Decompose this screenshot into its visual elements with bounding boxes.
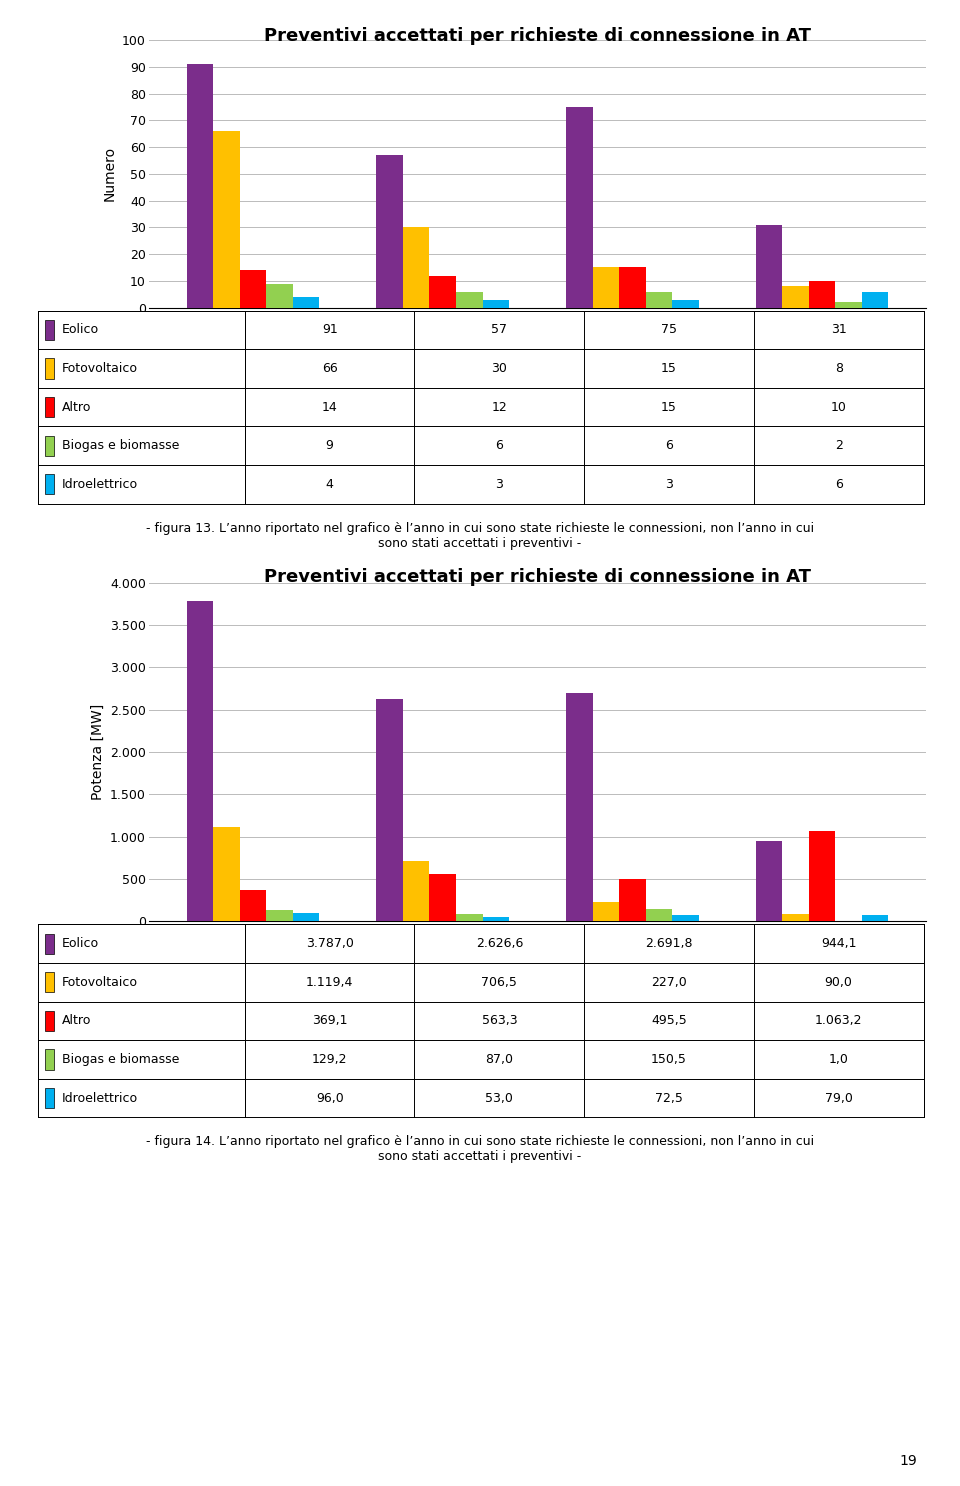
Text: 53,0: 53,0 [486,1092,514,1104]
Text: Eolico: Eolico [61,938,99,950]
Text: 6: 6 [495,440,503,452]
Text: 6: 6 [835,478,843,490]
Bar [566,694,592,921]
Bar [213,131,240,308]
Bar [646,291,672,308]
Bar [782,287,809,308]
Bar [619,880,646,921]
Text: Fotovoltaico: Fotovoltaico [61,363,138,374]
Text: 129,2: 129,2 [312,1054,348,1065]
Bar [619,267,646,308]
Bar [835,302,862,308]
Bar [429,874,456,921]
Bar [456,914,483,921]
Bar [376,155,403,308]
Bar [756,224,782,308]
Bar [376,698,403,921]
Text: 10: 10 [830,401,847,413]
Text: 9: 9 [325,440,333,452]
Text: 96,0: 96,0 [316,1092,344,1104]
Text: 706,5: 706,5 [481,976,517,988]
Bar [429,275,456,308]
Bar [809,281,835,308]
Text: 944,1: 944,1 [821,938,856,950]
Text: Fotovoltaico: Fotovoltaico [61,976,138,988]
Text: 72,5: 72,5 [655,1092,683,1104]
Text: 30: 30 [492,363,507,374]
Bar [862,291,888,308]
Text: Altro: Altro [61,1015,91,1027]
Bar [240,270,266,308]
Text: Biogas e biomasse: Biogas e biomasse [61,1054,180,1065]
Text: 495,5: 495,5 [651,1015,686,1027]
Text: 2.691,8: 2.691,8 [645,938,693,950]
Bar [646,908,672,921]
Text: 4: 4 [325,478,333,490]
Text: 19: 19 [900,1455,917,1468]
Text: 66: 66 [322,363,338,374]
Text: 31: 31 [830,324,847,336]
Text: - figura 13. L’anno riportato nel grafico è l’anno in cui sono state richieste l: - figura 13. L’anno riportato nel grafic… [146,522,814,550]
Bar [592,902,619,921]
Text: Preventivi accettati per richieste di connessione in AT: Preventivi accettati per richieste di co… [264,27,811,45]
Text: 15: 15 [661,401,677,413]
Text: 12: 12 [492,401,507,413]
Bar [266,284,293,308]
Text: 1.063,2: 1.063,2 [815,1015,862,1027]
Text: 369,1: 369,1 [312,1015,348,1027]
Bar [756,841,782,921]
Bar [782,914,809,921]
Bar [672,915,699,921]
Text: 90,0: 90,0 [825,976,852,988]
Bar [187,600,213,921]
Y-axis label: Numero: Numero [103,146,116,202]
Bar [456,291,483,308]
Bar [566,107,592,308]
Bar [403,862,429,921]
Text: 87,0: 87,0 [486,1054,514,1065]
Y-axis label: Potenza [MW]: Potenza [MW] [90,704,105,799]
Bar [483,917,509,921]
Text: Preventivi accettati per richieste di connessione in AT: Preventivi accettati per richieste di co… [264,568,811,585]
Bar [483,300,509,308]
Text: 2: 2 [835,440,843,452]
Text: 227,0: 227,0 [651,976,686,988]
Bar [266,911,293,921]
Text: Altro: Altro [61,401,91,413]
Bar [672,300,699,308]
Text: 1,0: 1,0 [828,1054,849,1065]
Text: 14: 14 [322,401,338,413]
Text: 1.119,4: 1.119,4 [306,976,353,988]
Text: 8: 8 [834,363,843,374]
Bar [187,64,213,308]
Bar [809,831,835,921]
Text: 150,5: 150,5 [651,1054,687,1065]
Text: 6: 6 [665,440,673,452]
Bar [240,890,266,921]
Text: 3.787,0: 3.787,0 [305,938,353,950]
Text: Idroelettrico: Idroelettrico [61,1092,138,1104]
Bar [293,914,320,921]
Bar [862,914,888,921]
Text: 3: 3 [665,478,673,490]
Text: 75: 75 [661,324,677,336]
Text: 57: 57 [492,324,507,336]
Text: Idroelettrico: Idroelettrico [61,478,138,490]
Bar [403,227,429,308]
Bar [293,297,320,308]
Text: 3: 3 [495,478,503,490]
Text: 15: 15 [661,363,677,374]
Text: Biogas e biomasse: Biogas e biomasse [61,440,180,452]
Text: - figura 14. L’anno riportato nel grafico è l’anno in cui sono state richieste l: - figura 14. L’anno riportato nel grafic… [146,1135,814,1164]
Text: Eolico: Eolico [61,324,99,336]
Text: 79,0: 79,0 [825,1092,852,1104]
Text: 91: 91 [322,324,338,336]
Text: 2.626,6: 2.626,6 [475,938,523,950]
Bar [213,826,240,921]
Text: 563,3: 563,3 [482,1015,517,1027]
Bar [592,267,619,308]
